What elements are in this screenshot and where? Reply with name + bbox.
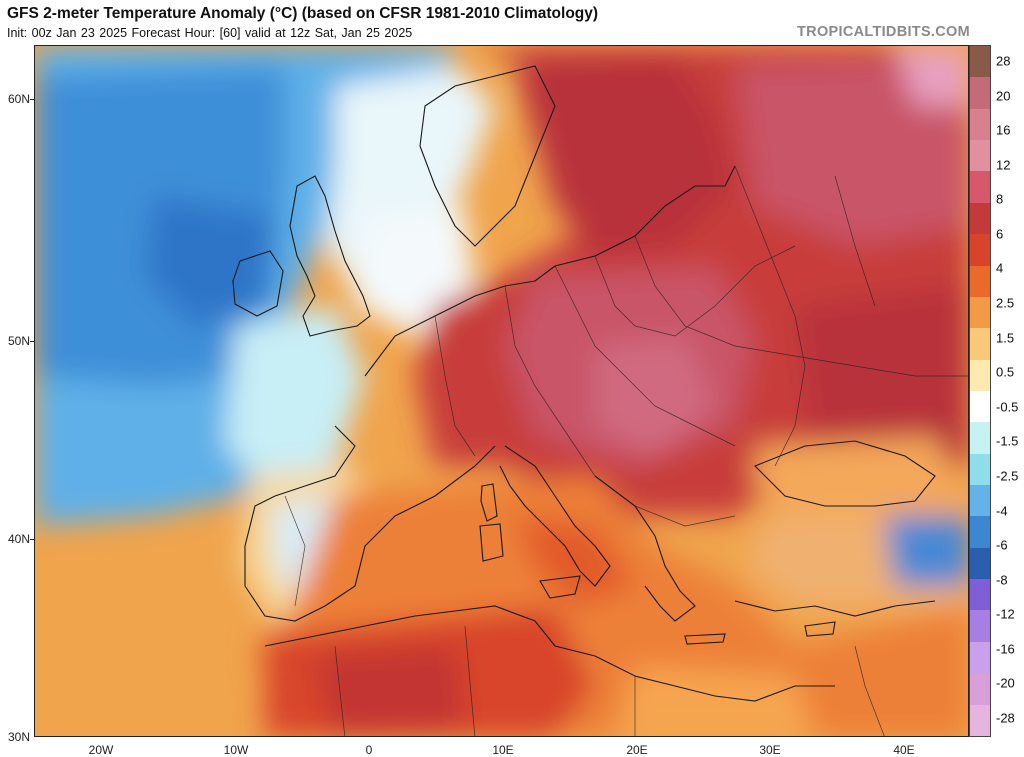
colorbar-label: 1.5 [996,330,1015,346]
lon-label-0: 0 [365,743,373,757]
lon-label-20e: 20E [626,743,648,757]
colorbar-label: 16 [996,122,1011,138]
colorbar-label: 2.5 [996,295,1015,311]
colorbar-segment [970,359,990,391]
colorbar-segment [970,296,990,329]
lon-label-10e: 10E [492,743,514,757]
colorbar [969,45,991,737]
lat-label-40n: 40N [7,532,30,546]
colorbar-label: -1.5 [996,433,1019,449]
lat-tick [30,539,34,540]
colorbar-label: -16 [996,641,1015,657]
colorbar-segment [970,234,990,266]
colorbar-segment [970,516,990,548]
lat-tick [30,99,34,100]
forecast-info: Init: 00z Jan 23 2025 Forecast Hour: [60… [7,26,413,40]
colorbar-label: 4 [996,260,1004,276]
colorbar-label: -8 [996,572,1008,588]
colorbar-label: -0.5 [996,399,1019,415]
lon-label-40e: 40E [893,743,915,757]
colorbar-label: -20 [996,675,1015,691]
colorbar-segment [970,171,990,203]
colorbar-label: -2.5 [996,468,1019,484]
colorbar-segment [970,328,990,360]
anomaly-field [35,46,968,736]
colorbar-label: -28 [996,710,1015,726]
colorbar-segment [970,77,990,109]
colorbar-segment [970,108,990,141]
colorbar-label: 0.5 [996,364,1015,380]
colorbar-segment [970,673,990,705]
map-canvas [35,46,968,736]
colorbar-segment [970,422,990,454]
lat-label-30n: 30N [7,730,30,744]
colorbar-label: 28 [996,53,1011,69]
colorbar-label: 20 [996,88,1011,104]
colorbar-label: -4 [996,503,1008,519]
map-title: GFS 2-meter Temperature Anomaly (°C) (ba… [7,5,599,22]
colorbar-segment [970,453,990,486]
colorbar-label: 12 [996,157,1011,173]
colorbar-segment [970,140,990,172]
lon-label-30e: 30E [759,743,781,757]
colorbar-label: 6 [996,226,1004,242]
lat-label-50n: 50N [7,334,30,348]
colorbar-segment [970,579,990,611]
colorbar-segment [970,46,990,78]
colorbar-segment [970,202,990,235]
colorbar-segment [970,547,990,580]
lat-label-60n: 60N [7,92,30,106]
colorbar-label: 8 [996,191,1004,207]
colorbar-segment [970,610,990,642]
lon-label-10w: 10W [223,743,249,757]
lon-label-20w: 20W [88,743,114,757]
colorbar-segment [970,265,990,297]
brand-watermark[interactable]: TROPICALTIDBITS.COM [797,24,970,40]
anomaly-map[interactable] [34,45,969,737]
country-borders [284,165,968,736]
colorbar-label: -6 [996,537,1008,553]
colorbar-segment [970,390,990,423]
colorbar-segment [970,485,990,517]
lat-tick [30,341,34,342]
colorbar-segment [970,704,990,736]
colorbar-segment [970,641,990,674]
colorbar-label: -12 [996,606,1015,622]
